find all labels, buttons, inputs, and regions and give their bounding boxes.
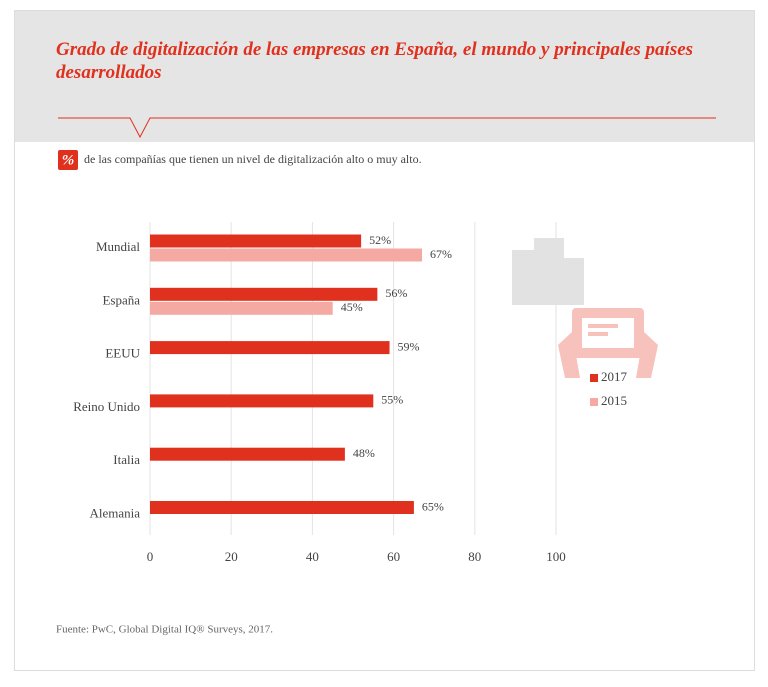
y-tick-label: Italia bbox=[113, 452, 140, 467]
bar bbox=[150, 234, 362, 248]
header-rule bbox=[58, 117, 716, 139]
bar bbox=[150, 341, 390, 355]
x-tick-label: 100 bbox=[546, 549, 566, 564]
legend-swatch bbox=[590, 398, 598, 406]
value-label: 67% bbox=[430, 247, 452, 261]
value-label: 48% bbox=[353, 446, 375, 460]
y-tick-label: Reino Unido bbox=[73, 399, 140, 414]
x-tick-label: 80 bbox=[468, 549, 481, 564]
x-tick-label: 40 bbox=[306, 549, 319, 564]
y-tick-label: EEUU bbox=[105, 346, 140, 361]
bar bbox=[150, 501, 414, 514]
x-tick-label: 60 bbox=[387, 549, 400, 564]
percent-icon bbox=[58, 150, 78, 170]
y-tick-label: Mundial bbox=[96, 239, 140, 254]
x-tick-label: 0 bbox=[147, 549, 154, 564]
value-label: 45% bbox=[341, 300, 363, 314]
y-tick-label: España bbox=[102, 292, 140, 307]
bar bbox=[150, 248, 423, 262]
tablet-icon bbox=[558, 308, 658, 378]
subtitle: de las compañías que tienen un nivel de … bbox=[84, 152, 422, 166]
chart-title: Grado de digitalización de las empresas … bbox=[56, 39, 694, 83]
value-label: 65% bbox=[422, 499, 444, 513]
bar bbox=[150, 301, 333, 315]
bar bbox=[150, 447, 345, 461]
legend-label: 2017 bbox=[601, 369, 628, 384]
percent-icon-text: % bbox=[62, 152, 75, 168]
legend-swatch bbox=[590, 374, 598, 382]
bar bbox=[150, 394, 374, 408]
bar bbox=[150, 287, 378, 301]
source: Fuente: PwC, Global Digital IQ® Surveys,… bbox=[56, 624, 273, 636]
legend-label: 2015 bbox=[601, 393, 627, 408]
y-tick-label: Alemania bbox=[89, 505, 140, 520]
title-box: Grado de digitalización de las empresas … bbox=[56, 39, 694, 83]
x-tick-label: 20 bbox=[225, 549, 238, 564]
header bbox=[15, 11, 754, 142]
building-icon bbox=[512, 238, 584, 305]
value-label: 59% bbox=[398, 339, 420, 353]
value-label: 55% bbox=[381, 393, 403, 407]
value-label: 56% bbox=[385, 286, 407, 300]
value-label: 52% bbox=[369, 233, 391, 247]
